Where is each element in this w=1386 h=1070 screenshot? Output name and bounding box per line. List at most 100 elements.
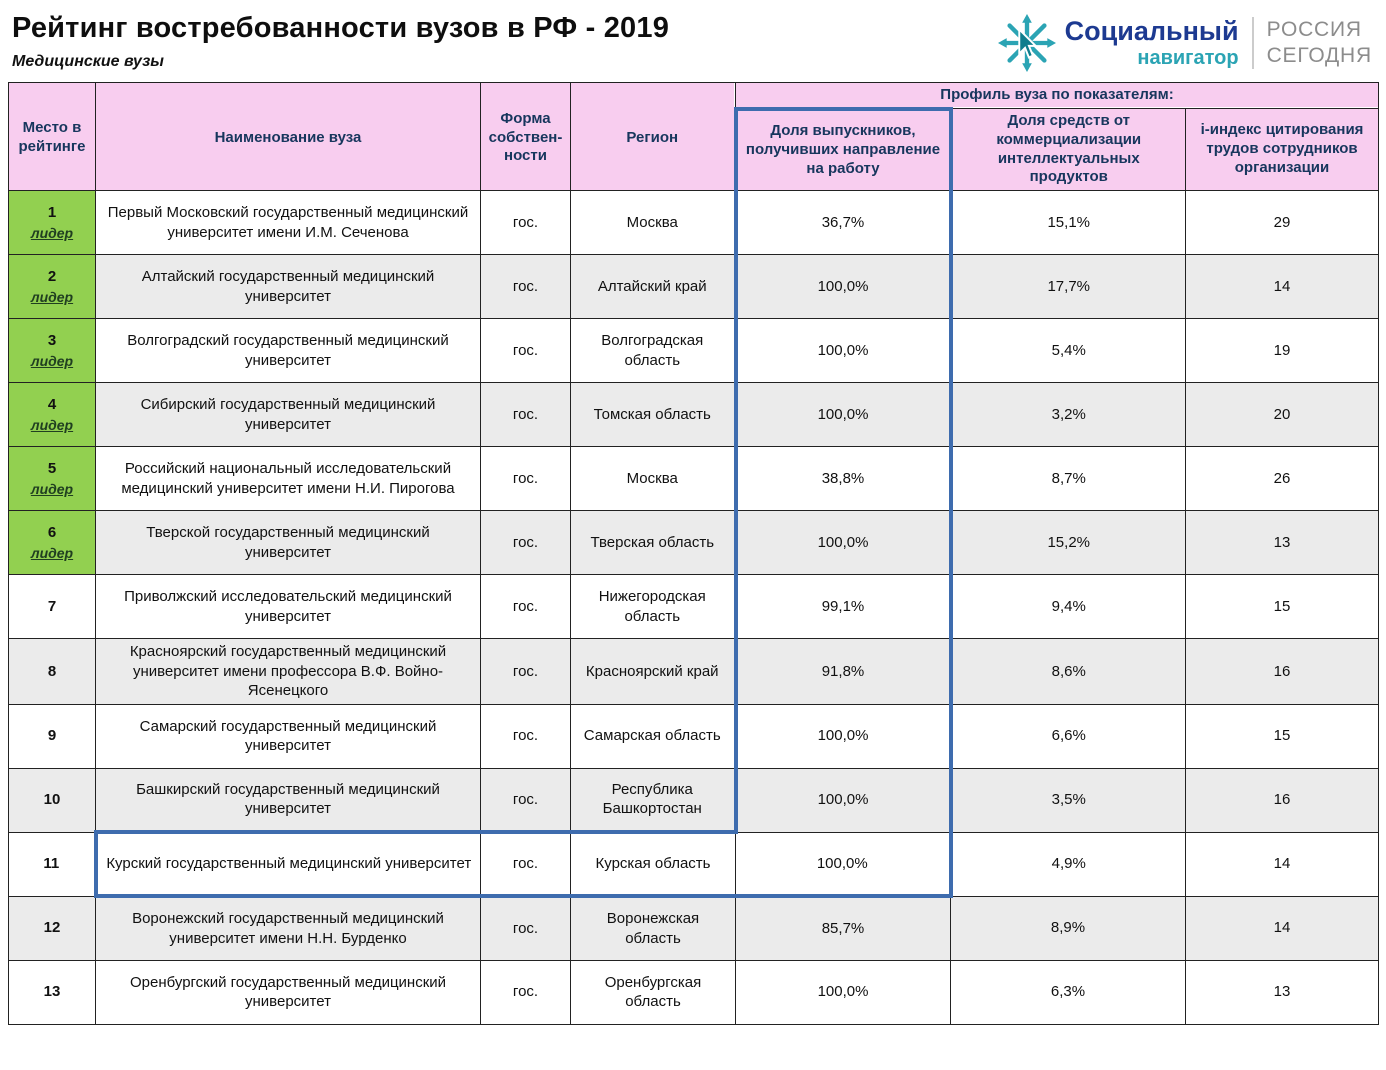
commercialization-share-cell: 15,2%: [950, 510, 1186, 575]
header-region: Регион: [570, 82, 736, 191]
social-navigator-snowflake-icon: [997, 14, 1056, 72]
graduates-share-cell: 36,7%: [733, 190, 953, 255]
commercialization-share-cell: 15,1%: [950, 190, 1186, 255]
rank-cell: 13: [8, 959, 96, 1025]
commercialization-share-cell: 6,6%: [950, 703, 1186, 769]
university-name-cell: Тверской государственный медицинский уни…: [95, 510, 481, 575]
brand-social-label: Социальный: [1064, 15, 1239, 46]
rank-number: 8: [47, 662, 57, 680]
table-row: 6 лидер Тверской государственный медицинск…: [8, 510, 1380, 575]
table-row: 13 Оренбургский государственный медицинск…: [8, 959, 1380, 1025]
region-cell: Курская область: [570, 830, 736, 898]
region-cell: Нижегородская область: [570, 574, 736, 639]
rank-cell: 9: [8, 703, 96, 769]
region-cell: Москва: [570, 446, 736, 511]
table-row: 8 Красноярский государственный медицински…: [8, 638, 1380, 705]
rank-cell: 2 лидер: [8, 254, 96, 319]
header-university-name: Наименование вуза: [95, 82, 481, 191]
graduates-share-cell: 85,7%: [735, 895, 951, 961]
rank-cell: 3 лидер: [8, 318, 96, 383]
citation-index-cell: 13: [1184, 510, 1380, 575]
masthead: Рейтинг востребованности вузов в РФ - 20…: [8, 8, 1378, 82]
ownership-cell: гос.: [480, 254, 571, 319]
citation-index-cell: 29: [1184, 190, 1380, 255]
table-row: 9 Самарский государственный медицинский у…: [8, 703, 1380, 769]
citation-index-cell: 16: [1184, 767, 1380, 833]
university-name-cell: Оренбургский государственный медицинский…: [95, 959, 481, 1025]
agency-line-russia: РОССИЯ: [1266, 17, 1362, 41]
table-header: Место в рейтинге Наименование вуза Форма…: [8, 82, 1380, 191]
citation-index-cell: 14: [1184, 254, 1380, 319]
graduates-share-cell: 100,0%: [735, 831, 953, 898]
commercialization-share-cell: 9,4%: [950, 574, 1186, 639]
ownership-cell: гос.: [480, 638, 571, 705]
commercialization-share-cell: 8,7%: [950, 446, 1186, 511]
brand-navigator-label: навигатор: [1137, 46, 1239, 69]
rank-cell: 4 лидер: [8, 382, 96, 447]
rank-cell: 11: [8, 831, 96, 897]
leader-badge: лидер: [30, 224, 74, 241]
header-rank: Место в рейтинге: [8, 82, 96, 191]
university-name-cell: Сибирский государственный медицинский ун…: [95, 382, 481, 447]
rank-cell: 7: [8, 574, 96, 639]
graduates-share-cell: 100,0%: [733, 254, 953, 319]
rank-number: 1: [47, 204, 57, 222]
brand-logo: Социальный навигатор РОССИЯ СЕГОДНЯ: [997, 14, 1372, 72]
commercialization-share-cell: 3,5%: [950, 767, 1186, 833]
ownership-cell: гос.: [480, 382, 571, 447]
university-name-cell: Волгоградский государственный медицински…: [95, 318, 481, 383]
table-row: 5 лидер Российский национальный исследоват…: [8, 446, 1380, 511]
ownership-cell: гос.: [480, 959, 571, 1025]
table-row: 7 Приволжский исследовательский медицинск…: [8, 574, 1380, 639]
commercialization-share-cell: 3,2%: [950, 382, 1186, 447]
logo-divider: [1251, 17, 1254, 69]
ownership-cell: гос.: [480, 574, 571, 639]
region-cell: Оренбургская область: [570, 959, 736, 1025]
leader-badge: лидер: [30, 416, 74, 433]
citation-index-cell: 13: [1184, 959, 1380, 1025]
ownership-cell: гос.: [480, 446, 571, 511]
table-row: 1 лидер Первый Московский государственный …: [8, 190, 1380, 255]
graduates-share-cell: 100,0%: [733, 382, 953, 447]
university-name-cell: Красноярский государственный медицинский…: [95, 638, 481, 705]
commercialization-share-cell: 17,7%: [950, 254, 1186, 319]
region-cell: Москва: [570, 190, 736, 255]
rank-number: 6: [47, 524, 57, 542]
rank-number: 9: [47, 727, 57, 745]
header-row-top: Место в рейтинге Наименование вуза Форма…: [8, 82, 1380, 191]
region-cell: Самарская область: [570, 703, 736, 769]
rank-cell: 10: [8, 767, 96, 833]
university-name-cell: Алтайский государственный медицинский ун…: [95, 254, 481, 319]
table-row: 2 лидер Алтайский государственный медицинс…: [8, 254, 1380, 319]
rank-cell: 1 лидер: [8, 190, 96, 255]
graduates-share-cell: 100,0%: [733, 510, 953, 575]
rank-number: 10: [43, 791, 61, 809]
region-cell: Воронежская область: [570, 895, 736, 961]
agency-wordmark: РОССИЯ СЕГОДНЯ: [1267, 17, 1372, 70]
ownership-cell: гос.: [480, 510, 571, 575]
rank-number: 13: [43, 983, 61, 1001]
rank-number: 5: [47, 460, 57, 478]
region-cell: Волгоградская область: [570, 318, 736, 383]
commercialization-share-cell: 8,6%: [950, 638, 1186, 705]
university-name-cell: Воронежский государственный медицинский …: [95, 895, 481, 961]
university-name-cell: Башкирский государственный медицинский у…: [95, 767, 481, 833]
graduates-share-cell: 100,0%: [735, 959, 951, 1025]
commercialization-share-cell: 5,4%: [950, 318, 1186, 383]
rank-number: 11: [43, 855, 60, 873]
ownership-cell: гос.: [480, 895, 571, 961]
citation-index-cell: 16: [1184, 638, 1380, 705]
region-cell: Томская область: [570, 382, 736, 447]
leader-badge: лидер: [30, 288, 74, 305]
region-cell: Тверская область: [570, 510, 736, 575]
header-citation-index: i-индекс цитирования трудов сотрудников …: [1184, 108, 1380, 191]
graduates-share-cell: 100,0%: [733, 703, 953, 769]
header-commercialization-share: Доля средств от коммерциализации интелле…: [950, 108, 1186, 191]
citation-index-cell: 14: [1184, 895, 1380, 961]
header-row-sub: Доля выпускников, получивших направление…: [9, 106, 1380, 191]
rank-number: 12: [43, 919, 61, 937]
rank-number: 2: [47, 268, 57, 286]
graduates-share-cell: 100,0%: [733, 767, 953, 833]
commercialization-share-cell: 8,9%: [950, 895, 1186, 961]
ownership-cell: гос.: [480, 703, 571, 769]
